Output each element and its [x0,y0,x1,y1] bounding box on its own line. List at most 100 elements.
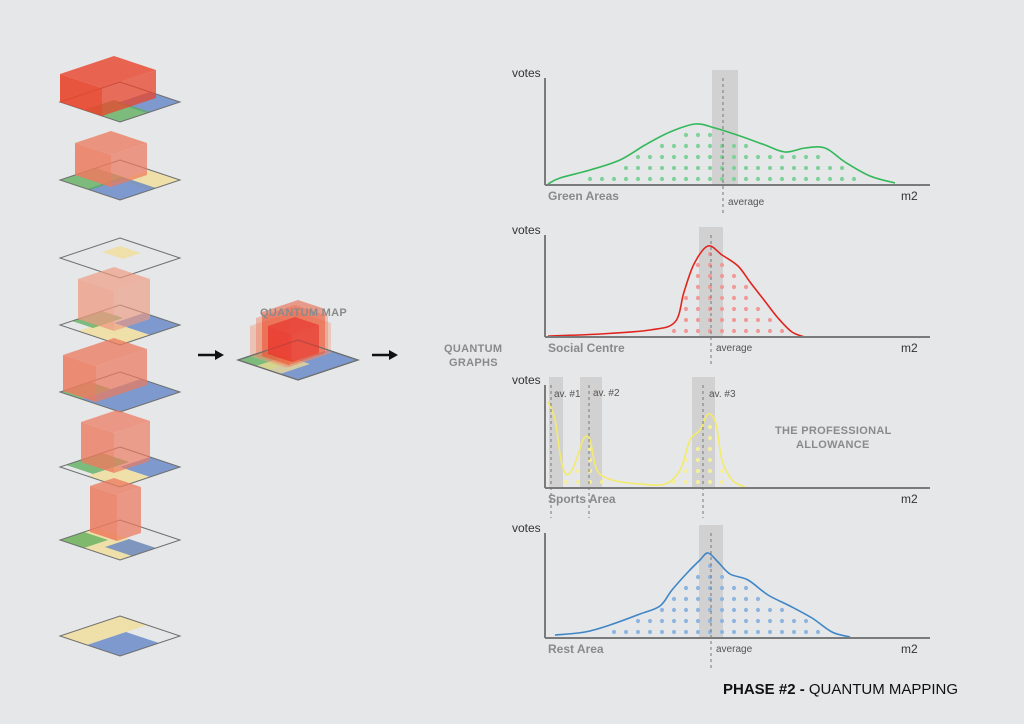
distribution-curve [547,401,746,488]
vote-dot [839,176,845,182]
vote-dot [563,479,569,485]
arrow-to-map-head [215,350,224,360]
average-label: average [728,197,765,208]
vote-dot [683,468,689,474]
vote-dot [695,607,701,613]
volume-side [268,326,292,362]
vote-dot [803,154,809,160]
scenario-tiles [58,56,182,657]
series-name: Sports Area [548,492,616,506]
vote-dot [743,629,749,635]
vote-dot [683,328,689,334]
vote-dot [791,629,797,635]
vote-dot [743,328,749,334]
vote-dot [791,618,797,624]
vote-dot [647,629,653,635]
quantum-map-label: QUANTUM MAP [260,307,348,319]
vote-dot [731,306,737,312]
vote-dot [731,607,737,613]
vote-dot [791,176,797,182]
vote-dot [659,618,665,624]
vote-dot [731,618,737,624]
vote-dot [719,574,725,580]
vote-dot [683,479,689,485]
vote-dot [755,596,761,602]
vote-dot [719,295,725,301]
vote-dot [623,629,629,635]
page-title: PHASE #2 - QUANTUM MAPPING [723,681,958,698]
vote-dot [707,143,713,149]
vote-dot [695,618,701,624]
average-label: average [716,343,753,354]
volume-top [262,300,325,321]
tile-outline [58,615,182,657]
vote-dot [707,479,713,485]
vote-dot [671,596,677,602]
vote-dot [803,176,809,182]
vote-dot [695,306,701,312]
vote-dot [695,262,701,268]
volume-side [292,325,319,362]
vote-dot [707,132,713,138]
vote-dot [707,457,713,463]
vote-dot [779,618,785,624]
vote-dot [743,596,749,602]
vote-dot [767,629,773,635]
vote-dot [647,165,653,171]
volume-top [63,338,147,366]
vote-dot [839,165,845,171]
vote-dot [683,596,689,602]
vote-dot [719,479,725,485]
vote-dot [755,306,761,312]
vote-dot [683,143,689,149]
vote-dot [755,618,761,624]
distribution-curve [547,123,896,185]
vote-dot [659,143,665,149]
vote-dot [695,143,701,149]
scenario-tile-1 [58,56,182,123]
vote-dot [599,479,605,485]
vote-dot [659,607,665,613]
vote-dot [743,284,749,290]
title-name: QUANTUM MAPPING [808,681,959,698]
vote-dot [695,273,701,279]
average-band [549,377,563,488]
vote-dot [695,596,701,602]
vote-dot [707,154,713,160]
professional-allowance-label-2: ALLOWANCE [796,439,870,451]
vote-dot [815,629,821,635]
vote-dot [767,176,773,182]
volume-side [114,279,150,331]
map-layer-4 [236,317,360,381]
vote-dot [671,176,677,182]
vote-dot [707,165,713,171]
professional-allowance-label-1: THE PROFESSIONAL [775,425,892,437]
quantum-graphs-label-2: GRAPHS [449,357,498,369]
vote-dot [731,295,737,301]
vote-dot [791,154,797,160]
vote-dot [683,607,689,613]
average-label: av. #2 [593,388,620,399]
vote-dot [731,317,737,323]
vote-dot [683,132,689,138]
vote-dot [827,176,833,182]
x-axis-label: m2 [901,341,918,355]
vote-dot [611,629,617,635]
vote-dot [743,176,749,182]
vote-dot [695,328,701,334]
vote-dot [755,629,761,635]
zone [60,616,147,645]
vote-dot [695,295,701,301]
volume-side [81,422,114,473]
volume-side [96,349,147,402]
quantum-map [236,300,360,381]
vote-dot [755,607,761,613]
vote-dot [803,165,809,171]
vote-dot [707,468,713,474]
vote-dot [683,585,689,591]
vote-dot [719,607,725,613]
vote-dot [743,618,749,624]
vote-dot [707,435,713,441]
tile-outline [58,519,182,561]
